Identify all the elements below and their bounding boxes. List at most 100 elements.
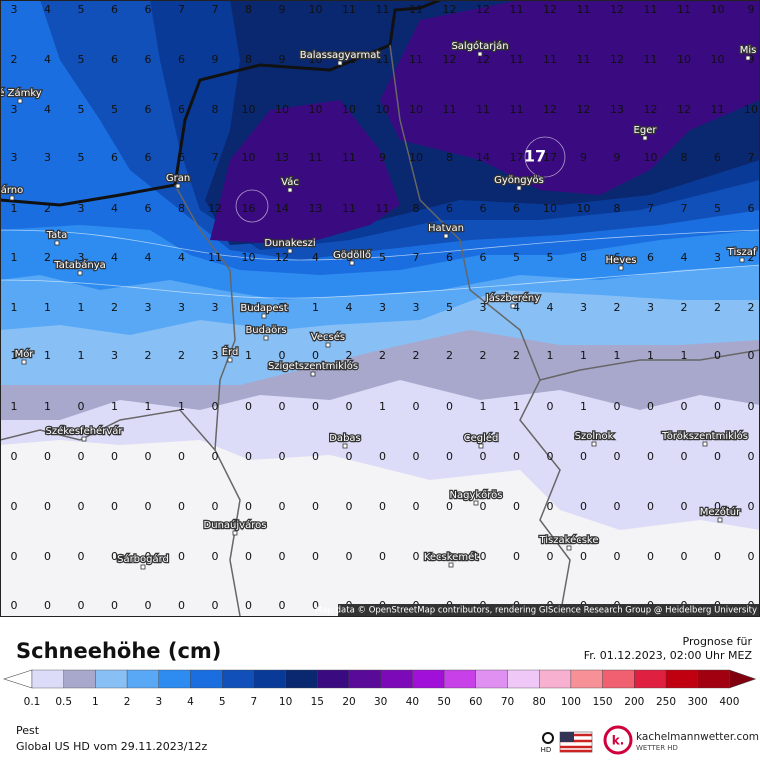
model-run: Global US HD vom 29.11.2023/12z xyxy=(16,740,207,753)
grid-value: 0 xyxy=(647,450,654,463)
grid-value: 12 xyxy=(543,3,557,16)
grid-value: 3 xyxy=(11,3,18,16)
grid-value: 0 xyxy=(681,550,688,563)
legend-label: 40 xyxy=(406,696,419,708)
city-label: Sárbogárd xyxy=(117,553,169,565)
legend-swatch xyxy=(697,669,730,689)
grid-value: 0 xyxy=(748,550,755,563)
grid-value: 0 xyxy=(279,349,286,362)
legend-swatch xyxy=(380,669,413,689)
grid-value: 10 xyxy=(242,151,256,164)
grid-value: 8 xyxy=(446,151,453,164)
city-dot xyxy=(478,443,484,449)
grid-value: 0 xyxy=(145,550,152,563)
grid-value: 0 xyxy=(279,599,286,612)
grid-value: 6 xyxy=(480,251,487,264)
legend-label: 60 xyxy=(469,696,482,708)
grid-value: 10 xyxy=(242,103,256,116)
legend-label: 0.5 xyxy=(55,696,72,708)
grid-value: 0 xyxy=(647,500,654,513)
grid-value: 9 xyxy=(379,151,386,164)
grid-value: 11 xyxy=(342,202,356,215)
grid-value: 4 xyxy=(346,301,353,314)
legend-label: 300 xyxy=(688,696,708,708)
grid-value: 12 xyxy=(443,3,457,16)
legend-label: 30 xyxy=(374,696,387,708)
legend-label: 400 xyxy=(719,696,739,708)
city-dot xyxy=(745,55,751,61)
grid-value: 3 xyxy=(145,301,152,314)
us-flag[interactable] xyxy=(559,731,593,753)
grid-value: 4 xyxy=(681,251,688,264)
grid-value: 0 xyxy=(212,400,219,413)
grid-value: 0 xyxy=(413,550,420,563)
legend-swatch xyxy=(348,669,381,689)
city-label: Kecskemét xyxy=(424,551,478,563)
city-dot xyxy=(287,248,293,254)
grid-value: 1 xyxy=(11,202,18,215)
grid-value: 3 xyxy=(245,301,252,314)
search-icon[interactable] xyxy=(542,732,554,744)
grid-value: 6 xyxy=(145,151,152,164)
grid-value: 0 xyxy=(614,400,621,413)
legend-swatch xyxy=(570,669,603,689)
band-15-west xyxy=(210,100,400,245)
grid-value: 1 xyxy=(78,301,85,314)
grid-value: 6 xyxy=(145,3,152,16)
grid-value: 7 xyxy=(681,202,688,215)
forecast-label: Prognose für xyxy=(683,635,753,648)
grid-value: 0 xyxy=(379,550,386,563)
city-dot xyxy=(232,530,238,536)
grid-value: 11 xyxy=(409,53,423,66)
grid-value: 10 xyxy=(409,103,423,116)
grid-value: 4 xyxy=(178,251,185,264)
grid-value: 7 xyxy=(647,202,654,215)
legend-label: 10 xyxy=(279,696,292,708)
grid-value: 1 xyxy=(480,400,487,413)
forecast-time: Fr. 01.12.2023, 02:00 Uhr MEZ xyxy=(584,649,753,662)
city-dot xyxy=(81,436,87,442)
grid-value: 2 xyxy=(681,301,688,314)
grid-value: 10 xyxy=(309,53,323,66)
grid-value: 0 xyxy=(346,400,353,413)
grid-value: 6 xyxy=(647,251,654,264)
grid-value: 0 xyxy=(44,500,51,513)
grid-value: 17 xyxy=(543,151,557,164)
logo[interactable] xyxy=(603,725,633,755)
grid-value: 6 xyxy=(346,251,353,264)
grid-value: 9 xyxy=(748,3,755,16)
grid-value: 8 xyxy=(245,3,252,16)
legend-label: 15 xyxy=(311,696,324,708)
city-label: Tatabánya xyxy=(53,259,106,271)
grid-value: 3 xyxy=(178,301,185,314)
city-label: Vecsés xyxy=(311,331,345,343)
grid-value: 6 xyxy=(111,3,118,16)
grid-value: 0 xyxy=(446,400,453,413)
county-borders xyxy=(0,44,760,617)
grid-value: 1 xyxy=(178,400,185,413)
legend-label: 4 xyxy=(187,696,194,708)
grid-value: 0 xyxy=(580,550,587,563)
grid-value: 0 xyxy=(145,500,152,513)
grid-value: 0 xyxy=(212,450,219,463)
grid-value: 7 xyxy=(212,151,219,164)
grid-value: 0 xyxy=(748,400,755,413)
grid-value: 11 xyxy=(644,53,658,66)
grid-value: 12 xyxy=(208,202,222,215)
city-labels: é Zámky Balassagyarmat Salgótarján Mis Eger G… xyxy=(0,39,758,570)
city-label: Tiszakécske xyxy=(538,534,598,546)
grid-value: 0 xyxy=(44,550,51,563)
city-label: Székesfehérvár xyxy=(46,425,124,437)
legend-title: Schneehöhe (cm) xyxy=(16,639,221,663)
grid-value: 5 xyxy=(111,103,118,116)
grid-value: 0 xyxy=(212,599,219,612)
grid-value: 0 xyxy=(346,500,353,513)
grid-value: 0 xyxy=(279,450,286,463)
legend-swatch xyxy=(285,669,318,689)
value-grid: 3 4 5 6 6 7 7 8 9 10 11 11 11 12 12 11 12 11 12 11 11 10 92 4 5 6… xyxy=(11,3,759,612)
grid-value: 2 xyxy=(513,349,520,362)
grid-value: 0 xyxy=(111,550,118,563)
grid-value: 5 xyxy=(379,251,386,264)
grid-value: 2 xyxy=(44,202,51,215)
grid-value: 10 xyxy=(342,103,356,116)
